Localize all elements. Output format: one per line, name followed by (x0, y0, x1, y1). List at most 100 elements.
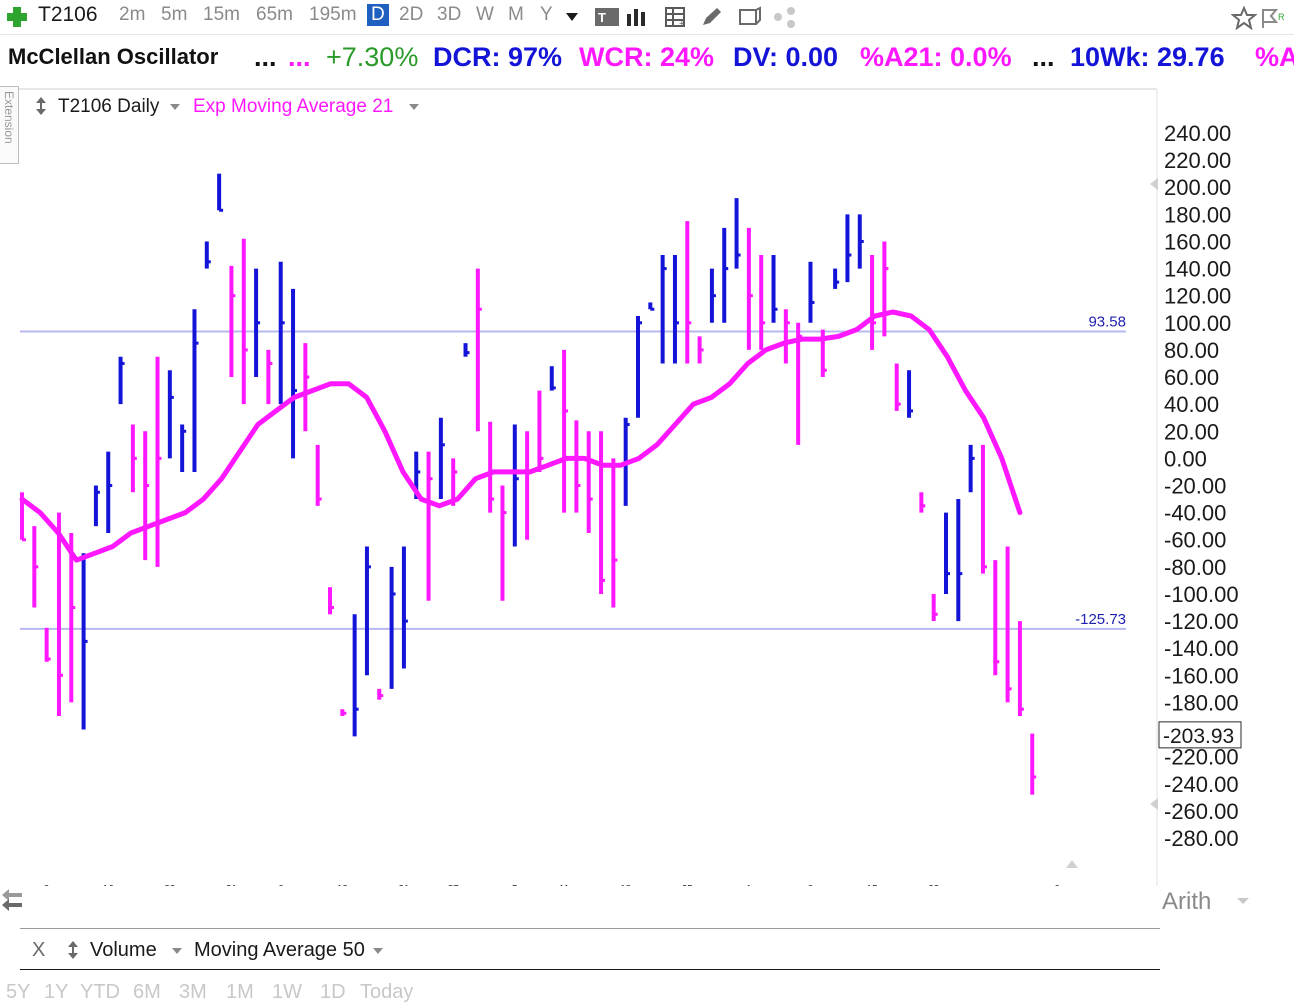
range-1y[interactable]: 1Y (44, 981, 69, 1003)
y-tick-label: -180.00 (1164, 690, 1239, 715)
x-tick-label: 22 (928, 884, 940, 886)
ma-label[interactable]: Exp Moving Average 21 (193, 96, 394, 117)
dcr-value: DCR: 97% (433, 42, 563, 72)
toolbar: T2106 2m 5m 15m 65m 195m D 2D 3D W M Y T… (0, 0, 1294, 35)
y-tick-label: -40.00 (1164, 501, 1226, 526)
tf-5m[interactable]: 5m (161, 4, 188, 25)
symbol-label[interactable]: T2106 (38, 3, 98, 26)
y-tick-label: 240.00 (1164, 121, 1231, 146)
x-tick-label: 21 (398, 884, 410, 886)
header-dots-2: ... (288, 42, 311, 72)
y-tick-label: 100.00 (1164, 311, 1231, 336)
scroll-down-arrow-icon[interactable] (1150, 798, 1158, 810)
volume-label[interactable]: Volume (90, 939, 157, 961)
range-today[interactable]: Today (360, 981, 414, 1003)
y-tick-label: 140.00 (1164, 257, 1231, 282)
bar-style-icon[interactable] (624, 6, 652, 28)
range-1w[interactable]: 1W (272, 981, 302, 1003)
tf-15m[interactable]: 15m (203, 4, 240, 25)
svg-text:R: R (1278, 12, 1285, 22)
x-tick-label: 25 (682, 884, 694, 886)
y-tick-label: -240.00 (1164, 772, 1239, 797)
x-tick-label: 16 (103, 884, 115, 886)
add-symbol-icon[interactable] (6, 6, 28, 28)
series-label[interactable]: T2106 Daily (58, 96, 160, 117)
volume-panel-header: X Volume Moving Average 50 (20, 928, 1160, 970)
a21-value: %A21: 0.0% (860, 42, 1012, 72)
text-tool-icon[interactable]: T (594, 6, 620, 28)
tf-3d[interactable]: 3D (437, 4, 462, 25)
range-5y[interactable]: 5Y (6, 981, 31, 1003)
tf-195m[interactable]: 195m (309, 4, 357, 25)
x-tick-label: 27 (448, 884, 460, 886)
extension-tab[interactable]: Extension (0, 86, 19, 164)
tf-daily[interactable]: D (367, 4, 389, 26)
tf-weekly[interactable]: W (476, 4, 494, 25)
volume-close-button[interactable]: X (32, 939, 46, 961)
scale-type[interactable]: Arith (1162, 888, 1249, 916)
ma-dropdown-icon[interactable] (408, 103, 420, 111)
tf-monthly[interactable]: M (508, 4, 524, 25)
y-tick-label: 220.00 (1164, 148, 1231, 173)
y-tick-label: 200.00 (1164, 175, 1231, 200)
x-tick-label: 31 (226, 884, 238, 886)
y-tick-label: -260.00 (1164, 799, 1239, 824)
expand-up-icon[interactable] (1066, 860, 1078, 868)
star-icon[interactable] (1231, 6, 1257, 30)
range-ytd[interactable]: YTD (80, 981, 120, 1003)
y-tick-label: 80.00 (1164, 338, 1219, 363)
horizontal-lines: 93.58 -125.73 (20, 314, 1126, 630)
x-tick-label: 5 (512, 884, 518, 886)
draw-pencil-icon[interactable] (700, 6, 724, 28)
range-3m[interactable]: 3M (179, 981, 207, 1003)
range-1m[interactable]: 1M (226, 981, 254, 1003)
volume-ma-dropdown-icon[interactable] (372, 947, 384, 955)
volume-updown-icon[interactable] (66, 940, 80, 960)
range-1d[interactable]: 1D (320, 981, 346, 1003)
indicator-name: McClellan Oscillator (8, 44, 219, 69)
volume-dropdown-icon[interactable] (171, 947, 183, 955)
tf-yearly[interactable]: Y (540, 4, 553, 25)
y-tick-label: -20.00 (1164, 474, 1226, 499)
scroll-up-arrow-icon[interactable] (1150, 178, 1158, 190)
y-tick-label: -60.00 (1164, 528, 1226, 553)
header-cutoff: %A (1255, 42, 1294, 72)
x-tick-label: 6 (278, 884, 284, 886)
percent-change: +7.30% (326, 42, 419, 72)
scale-dropdown-icon[interactable] (1236, 897, 1250, 905)
x-tick-label: 8 (808, 884, 814, 886)
y-tick-label: 60.00 (1164, 365, 1219, 390)
hline-label-0: 93.58 (1088, 314, 1126, 331)
svg-text:T: T (598, 10, 606, 25)
last-value-label: -203.93 (1163, 725, 1234, 748)
header-dots-3: ... (1032, 42, 1055, 72)
annotation-icon[interactable] (736, 6, 762, 28)
x-tick-label: 15 (867, 884, 879, 886)
scale-type-label: Arith (1162, 888, 1212, 915)
table-icon[interactable]: + (664, 6, 688, 28)
wk10-value: 10Wk: 29.76 (1070, 42, 1225, 72)
flag-icon[interactable]: R (1260, 6, 1290, 30)
hline-label-1: -125.73 (1075, 611, 1126, 628)
wcr-value: WCR: 24% (579, 42, 715, 72)
ema21-line (19, 309, 1023, 563)
share-icon[interactable] (771, 6, 799, 28)
y-tick-label: -280.00 (1164, 826, 1239, 851)
range-6m[interactable]: 6M (133, 981, 161, 1003)
y-tick-label: -160.00 (1164, 663, 1239, 688)
x-tick-label: 23 (164, 884, 176, 886)
series-dropdown-icon[interactable] (169, 103, 181, 111)
x-tick-label: 11 (559, 884, 570, 886)
chart-nav-arrows-icon[interactable] (0, 887, 30, 913)
tf-65m[interactable]: 65m (256, 4, 293, 25)
volume-ma-label[interactable]: Moving Average 50 (194, 939, 365, 961)
dropdown-caret-icon[interactable] (565, 12, 579, 22)
tf-2m[interactable]: 2m (119, 4, 146, 25)
tf-2d[interactable]: 2D (399, 4, 424, 25)
svg-text:+: + (679, 19, 685, 28)
x-tick-label: 6 (1054, 884, 1060, 886)
updown-arrows-icon[interactable] (34, 96, 48, 116)
chart-area[interactable]: 93.58 -125.73 240.00 220.00 200.00 180.00 160… (0, 86, 1242, 886)
price-chart[interactable]: 93.58-125.73 240.00220.00200.00180.00160… (0, 86, 1260, 886)
